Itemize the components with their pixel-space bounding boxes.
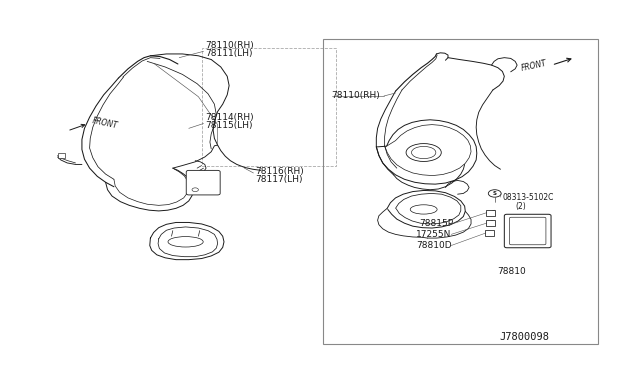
Text: S: S <box>493 191 497 196</box>
Text: FRONT: FRONT <box>92 116 119 131</box>
Text: 08313-5102C: 08313-5102C <box>502 193 554 202</box>
Circle shape <box>192 188 198 192</box>
Ellipse shape <box>410 205 437 214</box>
Bar <box>486 220 495 226</box>
Text: 78110(RH): 78110(RH) <box>332 92 380 100</box>
Bar <box>323 39 598 344</box>
FancyBboxPatch shape <box>509 217 546 245</box>
Ellipse shape <box>168 237 204 247</box>
Bar <box>486 210 495 216</box>
Text: 78110(RH): 78110(RH) <box>205 41 253 50</box>
Ellipse shape <box>406 144 442 161</box>
Text: 78117(LH): 78117(LH) <box>255 175 302 184</box>
Text: 78815P: 78815P <box>419 219 453 228</box>
Text: 17255N: 17255N <box>416 230 451 239</box>
Text: FRONT: FRONT <box>520 59 548 73</box>
Text: 78114(RH): 78114(RH) <box>205 113 253 122</box>
FancyBboxPatch shape <box>504 214 551 248</box>
Text: 78116(RH): 78116(RH) <box>255 167 303 176</box>
Bar <box>202 48 336 166</box>
Text: 78111(LH): 78111(LH) <box>205 49 252 58</box>
Text: J7800098: J7800098 <box>500 332 550 341</box>
Text: 78115(LH): 78115(LH) <box>205 121 252 130</box>
Text: 78810D: 78810D <box>416 241 452 250</box>
Bar <box>58 153 65 158</box>
Text: (2): (2) <box>515 202 526 211</box>
Circle shape <box>488 190 501 197</box>
Bar <box>485 230 494 236</box>
Ellipse shape <box>412 147 436 159</box>
Text: 78810: 78810 <box>498 267 526 276</box>
FancyBboxPatch shape <box>186 170 220 195</box>
